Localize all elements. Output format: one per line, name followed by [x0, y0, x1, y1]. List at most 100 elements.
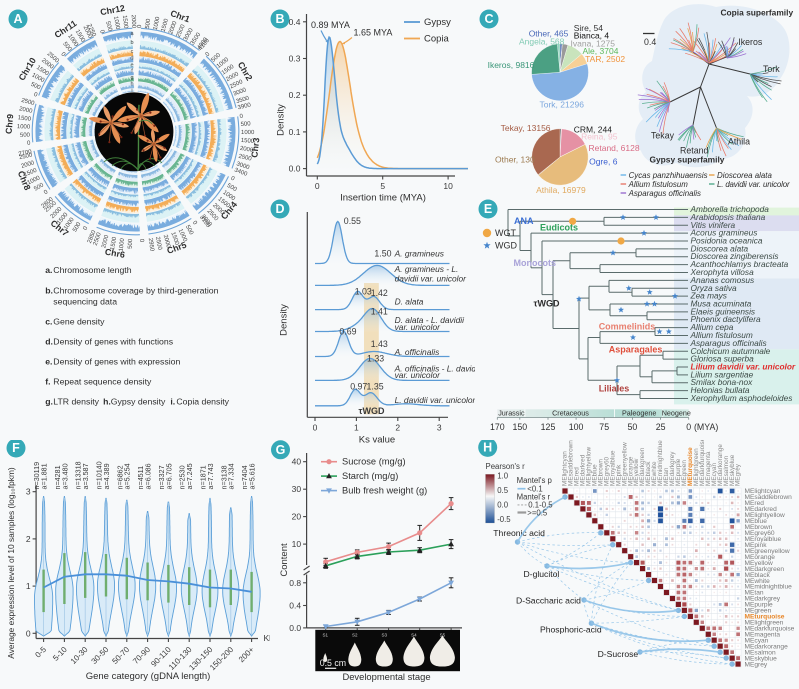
svg-text:MEdarkgrey: MEdarkgrey — [669, 451, 676, 486]
svg-text:0: 0 — [27, 140, 32, 146]
svg-text:40: 40 — [292, 457, 302, 467]
svg-text:S3: S3 — [382, 633, 388, 638]
svg-text:2000: 2000 — [21, 160, 36, 170]
svg-text:Paleogene: Paleogene — [622, 409, 656, 418]
svg-text:F: F — [12, 441, 20, 455]
svg-text:MEdarkred: MEdarkred — [580, 454, 587, 486]
svg-text:S5: S5 — [440, 633, 446, 638]
svg-text:Retand: Retand — [680, 146, 708, 156]
svg-text:MEdarkgreen: MEdarkgreen — [745, 566, 785, 573]
svg-text:Cretaceous: Cretaceous — [552, 409, 589, 418]
svg-text:0: 0 — [83, 225, 90, 231]
svg-text:A. officinalis: A. officinalis — [394, 347, 440, 357]
svg-text:Gloriosa superba: Gloriosa superba — [691, 354, 755, 364]
svg-text:2950: 2950 — [147, 238, 155, 253]
svg-text:MElightgreen: MElightgreen — [745, 620, 784, 627]
svg-text:MElightcyan: MElightcyan — [745, 488, 781, 495]
svg-text:2000: 2000 — [101, 234, 110, 249]
svg-text:1000: 1000 — [119, 237, 126, 252]
svg-text:WGD: WGD — [495, 241, 517, 251]
svg-text:MElightgreen: MElightgreen — [693, 448, 700, 486]
svg-text:Colchicum autumnale: Colchicum autumnale — [691, 346, 771, 356]
svg-text:MEturquoise: MEturquoise — [687, 447, 694, 486]
svg-text:10: 10 — [443, 181, 453, 191]
svg-text:g.: g. — [45, 397, 53, 407]
svg-text:MEgrey60: MEgrey60 — [603, 456, 610, 486]
svg-text:Retand, 6128: Retand, 6128 — [589, 143, 640, 153]
svg-text:D. alata: D. alata — [395, 297, 424, 307]
svg-text:Ale, 3704: Ale, 3704 — [583, 46, 619, 56]
svg-text:50: 50 — [628, 422, 638, 432]
svg-text:MEgreenyellow: MEgreenyellow — [621, 442, 628, 486]
svg-text:MEgreen: MEgreen — [681, 460, 688, 486]
svg-text:1500: 1500 — [23, 168, 38, 179]
svg-text:Dioscorea alata: Dioscorea alata — [691, 243, 749, 253]
svg-text:Sire, 54: Sire, 54 — [574, 23, 604, 33]
svg-text:Eudicots: Eudicots — [540, 223, 578, 233]
svg-text:Lilium sargentiae: Lilium sargentiae — [691, 369, 754, 379]
svg-text:Jurassic: Jurassic — [498, 409, 525, 418]
svg-text:MEwhite: MEwhite — [651, 461, 658, 486]
svg-text:Kb: Kb — [264, 633, 271, 643]
svg-text:Mantel's p: Mantel's p — [517, 476, 553, 485]
svg-text:a=4.389: a=4.389 — [102, 463, 111, 489]
svg-text:Dioscorea alata: Dioscorea alata — [717, 171, 772, 180]
svg-text:500: 500 — [104, 21, 113, 33]
svg-text:Allium cepa: Allium cepa — [690, 322, 734, 332]
svg-text:MEdarkorange: MEdarkorange — [717, 444, 724, 486]
svg-text:Threonic acid: Threonic acid — [493, 528, 545, 538]
svg-text:1.43: 1.43 — [371, 339, 388, 349]
svg-text:CRM, 244: CRM, 244 — [574, 124, 613, 134]
svg-text:a=7.743: a=7.743 — [206, 463, 215, 489]
svg-text:f.: f. — [45, 377, 50, 387]
svg-text:n=4511: n=4511 — [136, 466, 145, 490]
svg-text:0: 0 — [191, 220, 198, 227]
svg-text:Content: Content — [279, 543, 290, 577]
svg-text:500: 500 — [226, 183, 238, 194]
svg-text:(MYA): (MYA) — [694, 422, 718, 432]
svg-text:0.55: 0.55 — [344, 216, 361, 226]
svg-text:1000: 1000 — [17, 124, 31, 131]
svg-text:0: 0 — [43, 189, 50, 196]
svg-text:Xerophyllum asphodeloides: Xerophyllum asphodeloides — [690, 393, 793, 403]
svg-text:Chr6: Chr6 — [104, 247, 126, 260]
svg-text:MEorange: MEorange — [745, 554, 776, 561]
svg-text:150: 150 — [512, 422, 527, 432]
svg-text:Chr9: Chr9 — [4, 113, 16, 134]
svg-text:2000: 2000 — [239, 146, 254, 154]
svg-text:A. gramineus: A. gramineus — [394, 249, 445, 259]
svg-text:Bulb fresh weight (g): Bulb fresh weight (g) — [342, 486, 427, 496]
svg-text:0.5: 0.5 — [497, 486, 509, 495]
svg-text:Chr3: Chr3 — [249, 137, 261, 158]
svg-text:d.: d. — [45, 337, 53, 347]
svg-text:500: 500 — [240, 121, 251, 128]
svg-text:3000: 3000 — [233, 87, 248, 98]
svg-text:1000: 1000 — [153, 16, 162, 31]
svg-text:3: 3 — [26, 487, 31, 497]
svg-text:D-glucitol: D-glucitol — [524, 569, 560, 579]
svg-text:1500: 1500 — [241, 138, 255, 145]
svg-text:>=0.5: >=0.5 — [527, 509, 548, 518]
svg-text:Zea mays: Zea mays — [690, 291, 727, 301]
svg-text:Ananas comosus: Ananas comosus — [690, 275, 755, 285]
svg-text:a=3.587: a=3.587 — [81, 463, 90, 489]
svg-text:Copia: Copia — [424, 34, 450, 45]
svg-text:A. officinalis - L. davidii: A. officinalis - L. davidii — [394, 363, 475, 373]
svg-text:Monocots: Monocots — [514, 258, 557, 268]
svg-text:MEskyblue: MEskyblue — [745, 655, 778, 662]
svg-text:MEmidnightblue: MEmidnightblue — [657, 440, 664, 486]
svg-text:Chr2: Chr2 — [236, 60, 255, 82]
svg-text:MEorange: MEorange — [627, 456, 634, 486]
svg-text:Acanthochlamys bracteata: Acanthochlamys bracteata — [690, 259, 789, 269]
svg-text:MEgrey: MEgrey — [745, 661, 768, 668]
svg-text:Other, 465: Other, 465 — [529, 28, 569, 38]
svg-text:0.4: 0.4 — [289, 601, 301, 611]
svg-text:500: 500 — [145, 18, 152, 29]
svg-text:n=30119: n=30119 — [32, 462, 41, 490]
svg-text:MEtan: MEtan — [663, 467, 670, 486]
svg-text:i.: i. — [170, 397, 175, 407]
svg-text:1500: 1500 — [169, 231, 179, 246]
svg-text:D-Sucrose: D-Sucrose — [598, 649, 639, 659]
svg-text:MEmidnightblue: MEmidnightblue — [745, 584, 793, 591]
svg-text:Lilium davidii var. unicolor: Lilium davidii var. unicolor — [691, 362, 796, 372]
